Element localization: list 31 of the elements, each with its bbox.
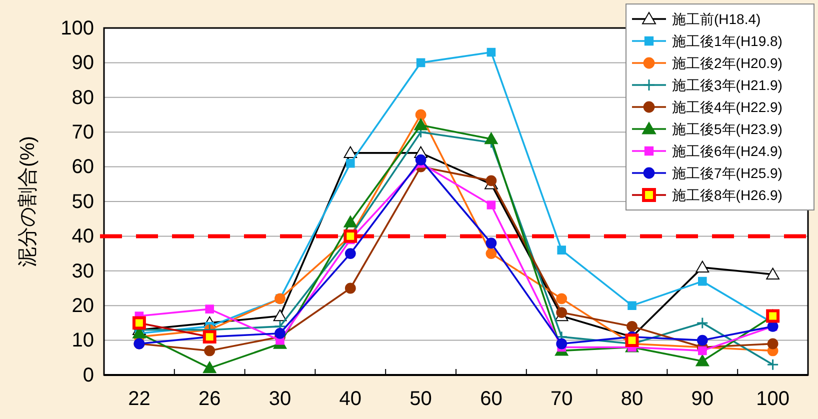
x-tick-label: 40 xyxy=(339,388,362,410)
legend-label: 施工後3年(H21.9) xyxy=(672,77,782,93)
y-tick-label: 70 xyxy=(72,122,94,144)
y-axis-title: 泥分の割合(%) xyxy=(17,136,39,268)
x-tick-label: 60 xyxy=(480,388,502,410)
x-tick-label: 50 xyxy=(410,388,432,410)
legend-label: 施工後1年(H19.8) xyxy=(672,33,782,49)
legend-label: 施工後5年(H23.9) xyxy=(672,121,782,137)
y-tick-label: 50 xyxy=(72,190,94,213)
legend-label: 施工後4年(H22.9) xyxy=(672,99,782,115)
y-tick-label: 30 xyxy=(72,260,94,282)
x-tick-label: 26 xyxy=(198,388,221,410)
y-tick-label: 20 xyxy=(72,295,94,317)
x-tick-label: 90 xyxy=(691,388,714,410)
y-tick-label: 10 xyxy=(72,330,94,352)
legend-label: 施工後7年(H25.9) xyxy=(672,165,782,181)
x-tick-label: 30 xyxy=(268,388,292,410)
y-tick-label: 80 xyxy=(72,86,94,109)
y-tick-label: 40 xyxy=(72,226,94,248)
legend-label: 施工前(H18.4) xyxy=(672,11,761,27)
legend-label: 施工後2年(H20.9) xyxy=(672,55,782,71)
y-tick-label: 100 xyxy=(60,17,94,40)
y-tick-label: 0 xyxy=(82,364,94,386)
x-tick-label: 100 xyxy=(756,388,790,410)
x-tick-label: 22 xyxy=(128,388,150,410)
y-tick-label: 90 xyxy=(72,52,94,74)
x-tick-label: 70 xyxy=(550,388,573,410)
x-tick-label: 80 xyxy=(620,388,644,410)
legend-label: 施工後6年(H24.9) xyxy=(672,143,782,159)
legend-label: 施工後8年(H26.9) xyxy=(672,187,782,203)
y-tick-label: 60 xyxy=(72,156,94,178)
